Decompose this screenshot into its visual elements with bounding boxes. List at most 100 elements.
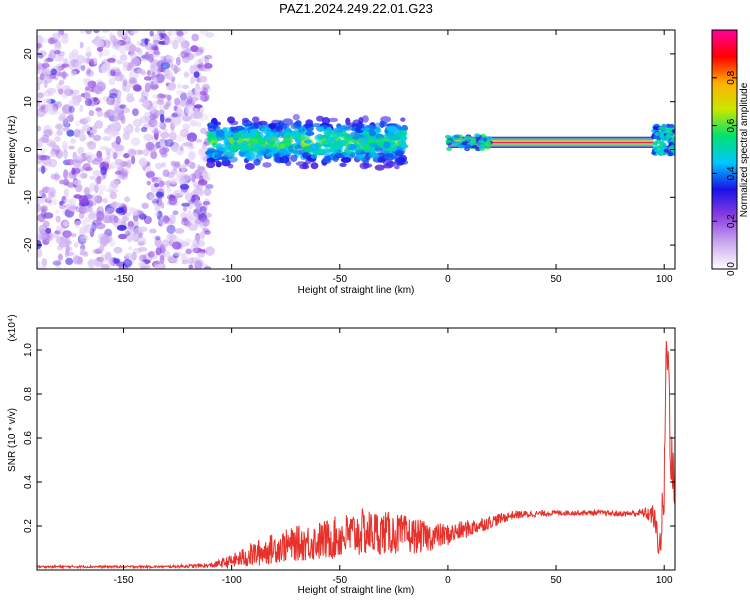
spectrogram-cell (42, 220, 50, 228)
spectrogram-cell (394, 150, 404, 157)
spectrogram-cell (318, 126, 325, 132)
spectrogram-cell (124, 212, 132, 217)
spectrogram-cell (374, 127, 382, 134)
spectrogram-cell (175, 134, 185, 143)
spectrogram-cell (179, 241, 190, 247)
spectrogram-cell (159, 216, 167, 226)
spectrogram-cell (72, 101, 80, 107)
spectrogram-cell (398, 129, 408, 137)
spectrogram-cell (228, 149, 236, 158)
spectrogram-cell (155, 162, 163, 170)
spectrogram-cell (668, 152, 674, 157)
spectrogram-cell (163, 102, 171, 110)
spectrogram-cell (45, 102, 53, 112)
spectrogram-cell (279, 155, 290, 164)
spectrogram-cell (181, 202, 191, 207)
spectrogram-cell (183, 71, 189, 79)
spectrogram-cell (37, 92, 44, 99)
spectrogram-cell (237, 125, 244, 131)
spectrogram-cell (100, 166, 108, 176)
spectrogram-cell (105, 208, 115, 213)
spectrogram-cell (253, 150, 261, 158)
spectrogram-cell (155, 191, 164, 198)
spectrogram-cell (184, 192, 192, 201)
spectrogram-cell (130, 57, 139, 67)
spectrogram-cell (40, 206, 47, 213)
spectrogram-cell (149, 193, 158, 202)
spectrogram-cell (87, 140, 97, 150)
spectrogram-cell (74, 61, 82, 70)
spectrogram-cell (207, 125, 217, 132)
spectrogram-cell (204, 230, 211, 235)
spectrogram-cell (179, 128, 189, 137)
spectrogram-cell (99, 146, 109, 151)
spectrogram-cell (362, 163, 373, 169)
spectrogram-cell (159, 113, 165, 123)
spectrogram-cell (386, 125, 397, 133)
spectrogram-cell (462, 141, 469, 146)
spectrogram-cell (52, 260, 62, 266)
spectrogram-cell (102, 30, 110, 33)
spectrogram-cell (165, 99, 172, 107)
spectrogram-cell (113, 215, 119, 224)
spectrogram-cell (303, 123, 314, 128)
spectrogram-cell (143, 76, 152, 81)
spectrogram-cell (273, 156, 282, 163)
spectrogram-cell (62, 230, 72, 238)
spectrogram-cell (383, 153, 394, 158)
spectrogram-cell (151, 49, 161, 58)
spectrogram-cell (110, 180, 120, 188)
spectrogram-cell (41, 193, 46, 198)
spectrogram-cell (75, 120, 81, 127)
spectrogram-cell (68, 145, 75, 150)
spectrogram-cell (63, 149, 68, 159)
spectrogram-cell (130, 225, 139, 236)
spectrogram-cell (123, 153, 130, 159)
colorbar-label: Normalized spectral amplitude (739, 82, 750, 217)
spectrogram-cell (60, 236, 68, 244)
spectrogram-cell (159, 147, 167, 155)
spectrogram-cell (113, 246, 123, 254)
y-tick-label: 0.4 (23, 475, 34, 489)
spectrogram-cell (123, 80, 128, 87)
y-tick-label: 10 (23, 96, 34, 108)
spectrogram-cell (658, 126, 664, 131)
spectrogram-cell (144, 82, 151, 93)
spectrogram-x-axis-label: Height of straight line (km) (298, 285, 415, 296)
spectrogram-y-axis-label: Frequency (Hz) (7, 116, 18, 185)
x-tick-label: -50 (333, 575, 348, 586)
spectrogram-cell (656, 149, 662, 154)
spectrogram-cell (173, 251, 183, 257)
spectrogram-cell (115, 135, 122, 145)
colorbar-scale (711, 29, 738, 270)
spectrogram-cell (169, 131, 177, 141)
spectrogram-cell (38, 137, 49, 142)
spectrogram-cell (145, 141, 155, 151)
spectrogram-cell (164, 139, 174, 147)
colorbar-tick-label: 0.4 (726, 166, 737, 180)
y-tick-label: 0.2 (23, 519, 34, 533)
spectrogram-cell (122, 131, 130, 141)
spectrogram-cell (478, 145, 485, 150)
spectrogram-cell (85, 46, 92, 56)
spectrogram-cell (262, 162, 272, 168)
spectrogram-cell (84, 30, 93, 35)
snr-y-axis-label: SNR (10 * v/v) (7, 408, 18, 472)
spectrogram-cell (153, 127, 159, 134)
spectrogram-cell (162, 128, 168, 133)
spectrogram-cell (213, 153, 222, 159)
spectrogram-cell (156, 93, 166, 99)
spectrogram-cell (211, 136, 223, 142)
spectrogram-cell (165, 85, 176, 91)
spectrogram-cell (110, 66, 121, 72)
spectrogram-cell (61, 90, 69, 99)
spectrogram-cell (204, 56, 210, 65)
spectrogram-cell (99, 253, 107, 263)
spectrogram-cell (116, 97, 122, 105)
spectrogram-cell (155, 247, 162, 256)
spectrogram-cell (124, 216, 130, 221)
spectrogram-cell (132, 84, 142, 92)
spectrogram-cell (204, 266, 212, 269)
spectrogram-cell (394, 157, 406, 166)
spectrogram-cell (50, 233, 60, 239)
